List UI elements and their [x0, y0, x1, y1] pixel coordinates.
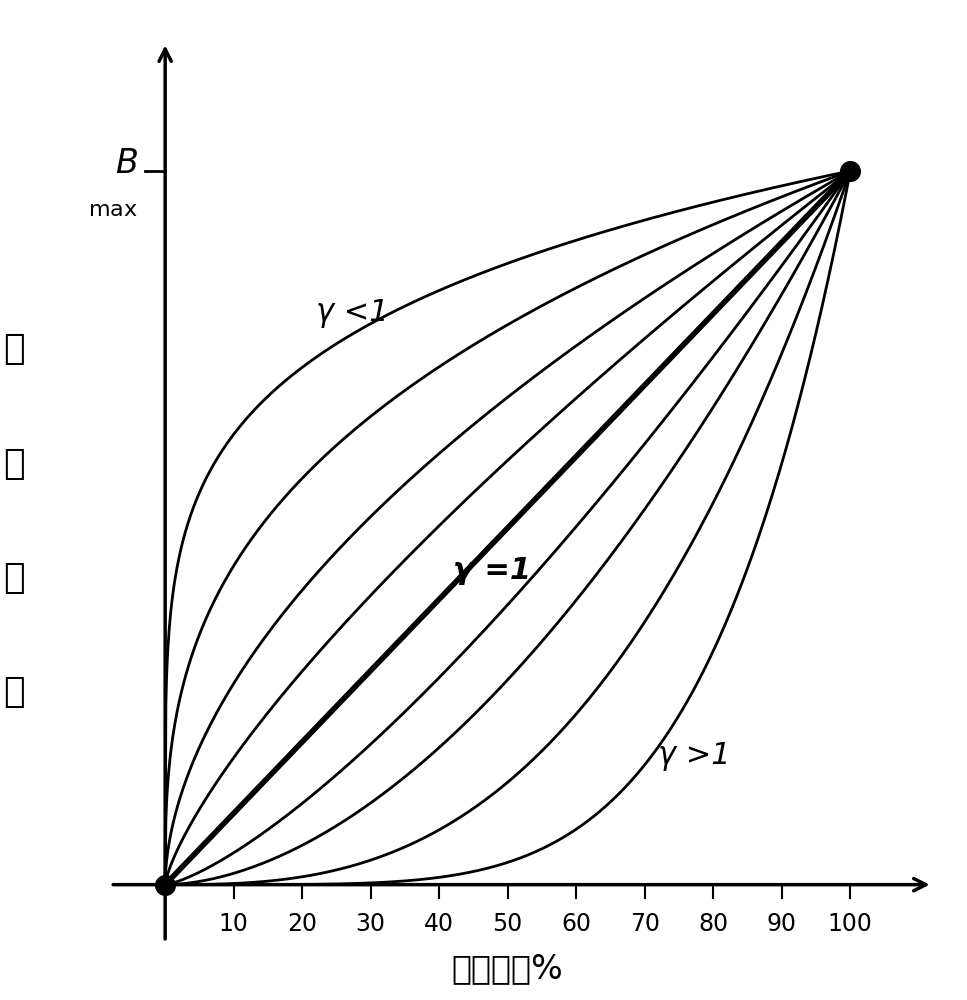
Text: 命中概率%: 命中概率% [452, 952, 564, 985]
Text: 40: 40 [425, 912, 454, 936]
Text: $B$: $B$ [115, 147, 137, 180]
Text: 30: 30 [356, 912, 386, 936]
Point [158, 877, 173, 893]
Text: γ <1: γ <1 [316, 299, 389, 328]
Text: 亮: 亮 [4, 332, 25, 366]
Text: 80: 80 [698, 912, 728, 936]
Text: 90: 90 [767, 912, 797, 936]
Text: 20: 20 [287, 912, 317, 936]
Point [842, 163, 858, 179]
Text: γ >1: γ >1 [659, 742, 731, 771]
Text: 60: 60 [561, 912, 591, 936]
Text: 级: 级 [4, 675, 25, 709]
Text: 100: 100 [828, 912, 873, 936]
Text: 10: 10 [219, 912, 249, 936]
Text: 70: 70 [630, 912, 659, 936]
Text: γ =1: γ =1 [453, 556, 531, 585]
Text: $\mathrm{max}$: $\mathrm{max}$ [88, 200, 137, 220]
Text: 50: 50 [492, 912, 523, 936]
Text: 等: 等 [4, 561, 25, 595]
Text: 度: 度 [4, 447, 25, 481]
